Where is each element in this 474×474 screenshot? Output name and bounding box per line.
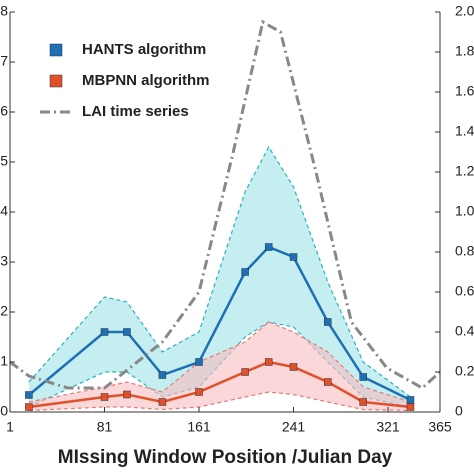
- marker: [289, 363, 298, 371]
- series-line: [9, 19, 442, 390]
- marker: [406, 396, 415, 404]
- marker: [289, 253, 298, 261]
- marker: [25, 403, 33, 411]
- band-edge: [28, 391, 411, 412]
- legend-label: LAI time series: [82, 103, 189, 120]
- marker: [359, 398, 367, 406]
- y-tick-label: 0.8: [0, 3, 8, 19]
- marker: [241, 268, 249, 276]
- y-tick-label: 0.1: [0, 353, 8, 369]
- legend-swatch: [49, 43, 63, 57]
- y-tick-label: 0.2: [0, 303, 8, 319]
- y2-tick-label: 1.4: [455, 123, 474, 139]
- band: [28, 322, 411, 411]
- marker: [264, 243, 273, 251]
- marker: [359, 373, 367, 381]
- y2-tick-label: 2.0: [455, 3, 474, 19]
- marker: [158, 398, 167, 406]
- marker: [25, 391, 33, 399]
- band: [28, 147, 411, 407]
- y-tick-label: 0.7: [0, 53, 8, 69]
- x-tick-label: 241: [282, 419, 306, 435]
- y2-tick-label: 0.4: [455, 323, 474, 339]
- y2-tick-label: 0: [455, 403, 463, 419]
- y2-tick-label: 0.6: [455, 283, 474, 299]
- y2-tick-label: 0.8: [455, 243, 474, 259]
- x-tick-label: 1: [6, 419, 14, 435]
- marker: [264, 358, 273, 366]
- y2-tick-label: 1.0: [455, 203, 474, 219]
- marker: [324, 318, 332, 326]
- marker: [100, 328, 109, 336]
- x-tick-label: 161: [187, 419, 211, 435]
- y2-tick-label: 0.2: [455, 363, 474, 379]
- marker: [241, 368, 249, 376]
- y-tick-label: 0.6: [0, 103, 8, 119]
- band-edge: [28, 321, 411, 403]
- y2-tick-label: 1.8: [455, 43, 474, 59]
- legend-label: MBPNN algorithm: [82, 72, 210, 89]
- y-tick-label: 0.4: [0, 203, 8, 219]
- marker: [324, 378, 332, 386]
- y-tick-label: 0: [0, 403, 8, 419]
- marker: [195, 358, 203, 366]
- marker: [123, 390, 131, 399]
- y-tick-label: 0.3: [0, 253, 8, 269]
- legend-swatch: [49, 74, 63, 88]
- x-tick-label: 365: [428, 419, 452, 435]
- marker: [195, 388, 203, 396]
- marker: [100, 393, 109, 401]
- legend-label: HANTS algorithm: [82, 41, 206, 58]
- x-tick-label: 321: [376, 419, 400, 435]
- x-axis-label: MIssing Window Position /Julian Day: [58, 447, 393, 468]
- marker: [123, 328, 131, 336]
- marker: [406, 403, 415, 411]
- y-tick-label: 0.5: [0, 153, 8, 169]
- band-edge: [28, 145, 411, 398]
- y2-tick-label: 1.2: [455, 163, 474, 179]
- marker: [158, 371, 167, 379]
- y2-tick-label: 1.6: [455, 83, 474, 99]
- x-tick-label: 81: [97, 419, 113, 435]
